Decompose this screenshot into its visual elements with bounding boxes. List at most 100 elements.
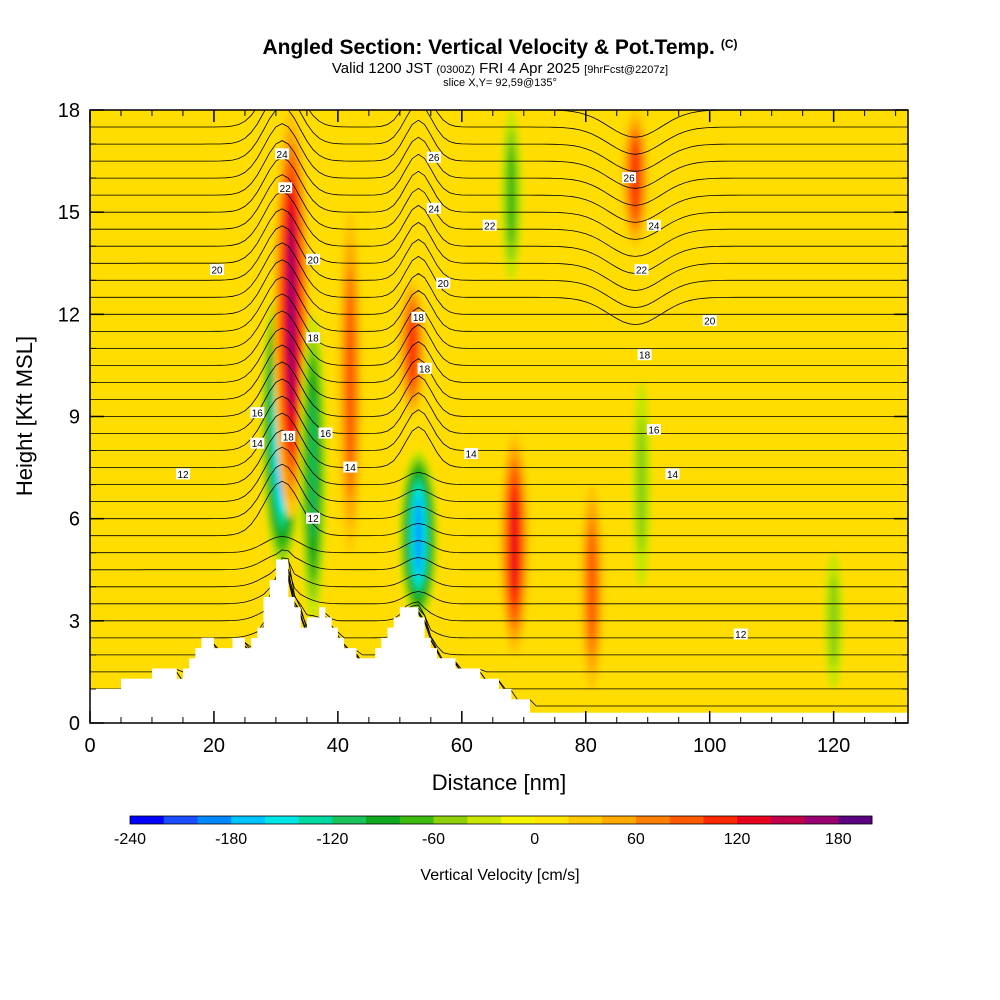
theta-contour-line [90,293,908,349]
theta-contour-line [90,559,908,588]
contour-label-text: 14 [252,439,264,450]
terrain [90,559,908,723]
contour-label-background [210,264,224,276]
x-tick-label: 60 [451,735,473,757]
colorbar-tick-label: -180 [215,831,247,848]
theta-contour-label: 14 [343,461,358,474]
plot-area: 24 22 20 20 26 24 22 20 18 18 18 18 16 16 14 14 14 12 12 26… [90,110,908,723]
colorbar-swatch [399,816,434,824]
contour-label-background [250,407,265,419]
contour-label-background [464,448,479,459]
colorbar-swatch [264,816,299,824]
colorbar-swatch [770,816,805,824]
contour-label-background [637,349,652,361]
contour-label-background [306,253,321,265]
colorbar-swatch [669,816,704,824]
theta-contour-line [90,395,908,451]
theta-contour-label: 14 [665,468,680,481]
theta-contour-label: 24 [426,202,441,215]
colorbar-swatch [366,816,401,824]
chart-title: Angled Section: Vertical Velocity & Pot.… [262,36,738,59]
contour-label-background [702,315,717,327]
colorbar-swatch [635,816,670,824]
theta-contour-label: 22 [482,219,497,232]
colorbar-tick-label: -120 [316,831,348,848]
colorbar-tick-label: 0 [530,831,539,848]
y-axis: 0 3 6 9 12 15 18 [58,100,908,735]
contour-label-background [634,264,649,276]
theta-contour-line [90,463,908,520]
contour-label-text: 20 [308,255,320,266]
contour-label-text: 20 [211,266,223,277]
contour-label-background [278,182,293,194]
theta-contour-line [90,110,908,189]
theta-contour-label: 24 [275,148,290,161]
colorbar-tick-label: -60 [422,831,445,848]
x-tick-label: 120 [817,735,850,757]
contour-label-text: 22 [636,266,648,277]
contour-label-text: 16 [648,426,660,437]
contour-label-text: 20 [438,279,450,290]
y-tick-label: 9 [69,407,80,429]
contour-label-background [275,148,290,160]
theta-contour-line [90,140,908,223]
velocity-contour-fill [310,393,316,542]
theta-contours [90,110,908,707]
contour-label-background [306,512,321,524]
y-axis-title: Height [Kft MSL] [12,336,37,496]
theta-contour-line [90,535,908,554]
contour-label-background [646,219,661,231]
theta-contour-label: 18 [417,362,432,375]
chart-subtitle-valid-time: Valid 1200 JST (0300Z) FRI 4 Apr 2025 [9… [331,60,669,77]
y-tick-label: 12 [58,304,80,326]
contour-label-text: 24 [648,221,660,232]
theta-contour-line [90,446,908,502]
contour-label-background [482,219,497,231]
theta-contour-label: 18 [306,332,321,345]
theta-contour-line [90,480,908,537]
contour-label-text: 18 [413,313,425,324]
colorbar-swatch [602,816,637,824]
contour-label-background [733,628,748,640]
contour-label-background [426,151,441,163]
colorbar-swatch [838,816,873,824]
theta-contour-label: 20 [306,253,321,266]
colorbar-swatch [163,816,198,824]
contour-label-text: 18 [283,432,295,443]
contour-label-text: 12 [308,514,320,525]
velocity-contour-fill [289,226,294,403]
theta-contour-line [90,344,908,400]
colorbar-swatch [231,816,266,824]
contour-label-background [426,202,441,214]
colorbar-swatch [534,816,569,824]
y-tick-label: 18 [58,100,80,122]
velocity-feature [499,433,530,655]
colorbar: -240 -180 -120 -60 0 60 120 180 [114,815,873,848]
contour-label-text: 26 [624,174,636,185]
contour-label-text: 18 [308,334,320,345]
contour-label-text: 24 [277,150,289,161]
copyright-mark: (C) [720,37,738,51]
colorbar-swatch [332,816,367,824]
theta-contour-label: 18 [281,430,296,443]
contour-label-background [250,437,265,449]
theta-contour-line [90,412,908,468]
colorbar-swatch [804,816,839,824]
colorbar-swatch [501,816,535,824]
chart-subtitle-slice: slice X,Y= 92,59@135° [443,77,557,89]
colorbar-frame [129,815,873,825]
theta-contour-line [90,327,908,383]
theta-contour-line [90,110,908,155]
contour-label-text: 22 [484,221,496,232]
theta-contour-line [90,157,908,240]
contour-label-text: 16 [320,429,332,440]
theta-contour-label: 22 [634,264,649,277]
colorbar-tick-label: 120 [724,831,751,848]
theta-contour-line [90,567,908,605]
theta-contour-label: 20 [210,264,224,277]
contour-label-background [176,468,190,480]
contour-label-background [318,427,333,439]
contour-label-background [411,311,426,323]
colorbar-tick-label: -240 [114,831,146,848]
theta-contour-line [90,242,908,326]
